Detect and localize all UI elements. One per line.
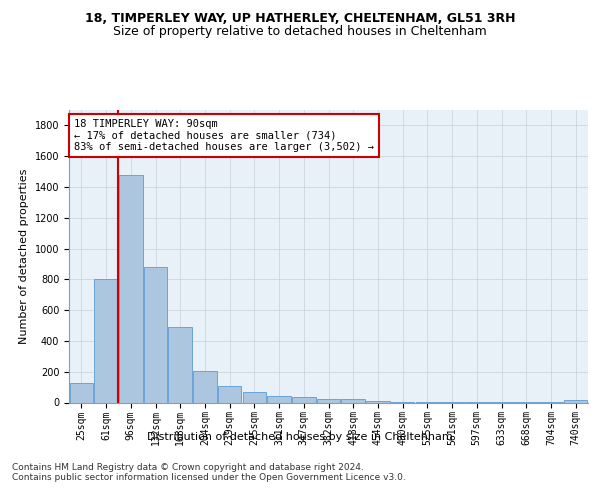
Bar [242, 392, 266, 402]
Bar [366, 401, 389, 402]
Bar [317, 398, 340, 402]
Bar [193, 371, 217, 402]
Bar [268, 396, 291, 402]
Text: Size of property relative to detached houses in Cheltenham: Size of property relative to detached ho… [113, 25, 487, 38]
Bar [119, 176, 143, 402]
Bar [144, 267, 167, 402]
Bar [292, 397, 316, 402]
Bar [70, 384, 93, 402]
Bar [94, 280, 118, 402]
Bar [218, 386, 241, 402]
Bar [564, 400, 587, 402]
Y-axis label: Number of detached properties: Number of detached properties [19, 168, 29, 344]
Bar [341, 400, 365, 402]
Text: Distribution of detached houses by size in Cheltenham: Distribution of detached houses by size … [147, 432, 453, 442]
Text: 18 TIMPERLEY WAY: 90sqm
← 17% of detached houses are smaller (734)
83% of semi-d: 18 TIMPERLEY WAY: 90sqm ← 17% of detache… [74, 119, 374, 152]
Text: Contains HM Land Registry data © Crown copyright and database right 2024.
Contai: Contains HM Land Registry data © Crown c… [12, 462, 406, 482]
Bar [169, 327, 192, 402]
Text: 18, TIMPERLEY WAY, UP HATHERLEY, CHELTENHAM, GL51 3RH: 18, TIMPERLEY WAY, UP HATHERLEY, CHELTEN… [85, 12, 515, 26]
